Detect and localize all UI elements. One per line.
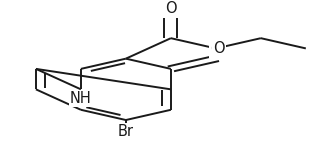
Text: O: O — [213, 41, 225, 56]
Text: Br: Br — [118, 124, 134, 139]
Text: O: O — [165, 1, 177, 16]
Text: NH: NH — [70, 91, 92, 106]
Text: O: O — [210, 42, 222, 57]
